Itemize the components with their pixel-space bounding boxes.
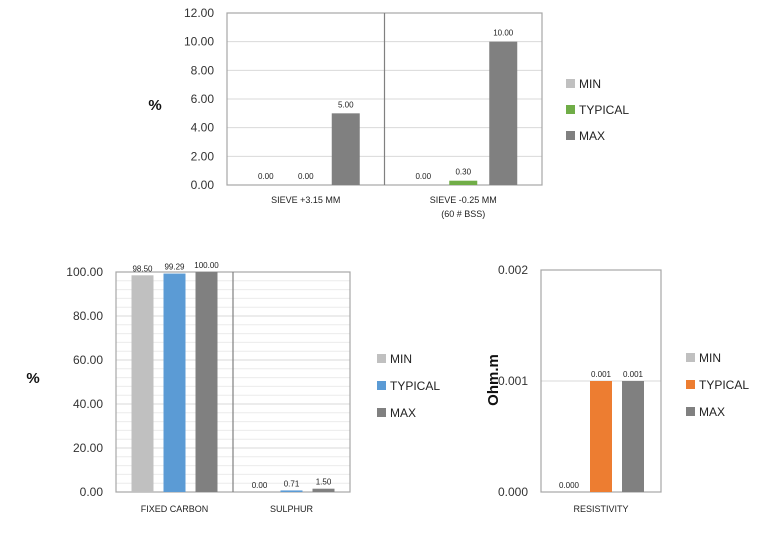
bar-typical-1 <box>163 273 186 492</box>
legend-swatch <box>566 105 575 114</box>
category-label: SULPHUR <box>270 504 314 514</box>
data-label: 0.001 <box>591 370 612 379</box>
data-label: 1.50 <box>316 478 332 487</box>
y-tick-label: 2.00 <box>191 149 215 163</box>
legend-label: MIN <box>699 351 721 365</box>
legend-swatch <box>686 380 695 389</box>
chart-1: 0.00 2.00 4.00 6.00 8.00 10.00 12.00 0.00 0.00 5.… <box>148 6 629 219</box>
category-label: RESISTIVITY <box>573 504 628 514</box>
y-tick-label: 10.00 <box>184 35 214 49</box>
y-tick-label: 4.00 <box>191 121 215 135</box>
bar-typical-1 <box>590 381 612 492</box>
y-tick-label: 6.00 <box>191 92 215 106</box>
data-label: 5.00 <box>338 100 354 109</box>
bar-max-1 <box>331 113 360 185</box>
y-axis-label: % <box>26 370 39 387</box>
legend-label: TYPICAL <box>579 103 629 117</box>
data-label: 100.00 <box>194 261 219 270</box>
y-tick-label: 40.00 <box>73 397 103 411</box>
legend-label: MIN <box>579 77 601 91</box>
data-label: 0.000 <box>559 481 580 490</box>
category-label: SIEVE -0.25 MM <box>430 195 497 205</box>
data-label: 98.50 <box>132 264 153 273</box>
bar-max-2 <box>489 41 518 185</box>
data-label: 0.001 <box>623 370 644 379</box>
data-label: 0.00 <box>252 481 268 490</box>
y-tick-label: 100.00 <box>66 265 103 279</box>
bar-min-1 <box>131 275 154 492</box>
y-tick-label: 12.00 <box>184 6 214 20</box>
legend-label: TYPICAL <box>699 378 749 392</box>
data-label: 99.29 <box>164 263 185 272</box>
legend-label: MAX <box>699 405 725 419</box>
chart-2: 0.00 20.00 40.00 60.00 80.00 100.00 98.50 99.29… <box>26 261 440 514</box>
bar-max-1 <box>195 272 218 492</box>
y-tick-label: 8.00 <box>191 63 215 77</box>
bar-typical-2 <box>449 180 478 185</box>
data-label: 0.00 <box>298 172 314 181</box>
y-tick-label: 0.002 <box>498 263 528 277</box>
y-axis-label: Ohm.m <box>485 354 502 406</box>
y-axis-label: % <box>148 97 161 114</box>
legend-label: MAX <box>579 129 605 143</box>
legend-swatch <box>377 408 386 417</box>
chart-3: 0.000 0.001 0.002 0.000 0.001 0.001 RESISTIVIT… <box>485 263 749 514</box>
legend-label: MIN <box>390 352 412 366</box>
category-label: SIEVE +3.15 MM <box>271 195 340 205</box>
legend-label: MAX <box>390 406 416 420</box>
legend-swatch <box>566 79 575 88</box>
category-label: FIXED CARBON <box>141 504 209 514</box>
data-label: 0.71 <box>284 479 300 488</box>
y-tick-label: 0.00 <box>80 485 104 499</box>
legend-label: TYPICAL <box>390 379 440 393</box>
y-tick-label: 0.00 <box>191 178 215 192</box>
bar-typical-2 <box>280 490 303 492</box>
legend-swatch <box>686 407 695 416</box>
data-label: 0.00 <box>415 172 431 181</box>
y-tick-label: 80.00 <box>73 309 103 323</box>
data-label: 10.00 <box>493 29 514 38</box>
legend-swatch <box>686 353 695 362</box>
bar-max-2 <box>312 488 335 492</box>
data-label: 0.30 <box>455 168 471 177</box>
y-tick-label: 60.00 <box>73 353 103 367</box>
data-label: 0.00 <box>258 172 274 181</box>
y-tick-label: 0.000 <box>498 485 528 499</box>
legend-swatch <box>566 131 575 140</box>
legend-swatch <box>377 354 386 363</box>
category-sublabel: (60 # BSS) <box>441 209 485 219</box>
legend-swatch <box>377 381 386 390</box>
y-tick-label: 20.00 <box>73 441 103 455</box>
y-tick-label: 0.001 <box>498 374 528 388</box>
bar-max-1 <box>622 381 644 492</box>
